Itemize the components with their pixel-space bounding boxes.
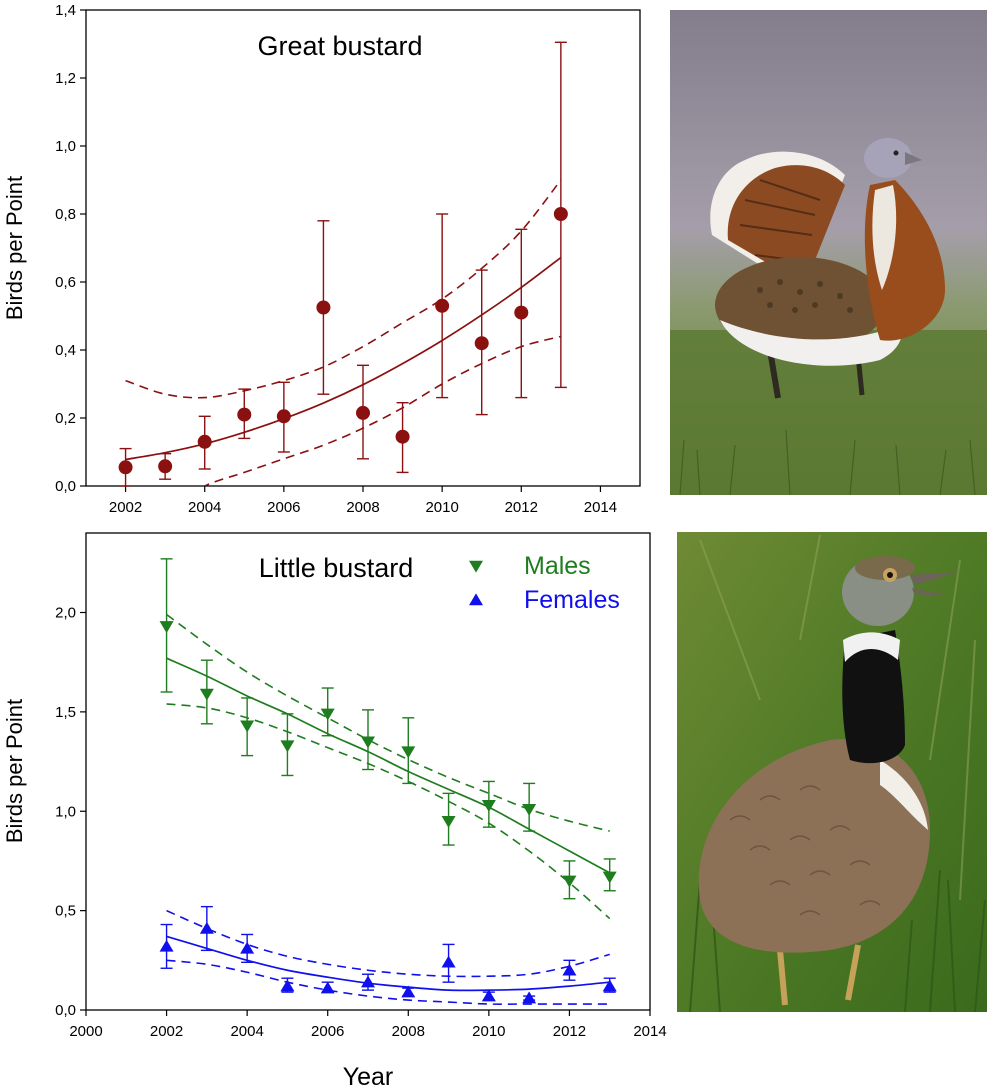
females-data-point: [280, 979, 295, 992]
trend-line: [125, 256, 562, 461]
x-tick-label: 2014: [584, 499, 617, 516]
males-data-point: [361, 736, 375, 749]
data-points: [118, 207, 568, 475]
x-tick-label: 2002: [150, 1023, 183, 1040]
confidence-band: [125, 179, 562, 486]
series-data-point: [158, 459, 173, 474]
series-data-point: [553, 207, 568, 221]
y-tick-label: 1,5: [55, 704, 76, 721]
x-tick-label: 2000: [69, 1023, 102, 1040]
series-data-point: [474, 336, 489, 351]
little-bustard-chart: Little bustard Birds per Point Year Male…: [2, 532, 667, 1091]
legend-marker-males: [469, 560, 483, 573]
error-bars: [160, 558, 616, 1001]
x-tick-label: 2008: [346, 499, 379, 516]
trend-lines: [166, 657, 611, 992]
females-ci-low-line: [166, 959, 610, 1005]
males-data-point: [522, 804, 537, 816]
x-tick-label: 2008: [392, 1023, 425, 1040]
females-data-point: [199, 921, 214, 934]
legend-marker-females: [469, 593, 483, 606]
females-data-point: [361, 975, 375, 988]
y-tick-label: 0,6: [55, 274, 76, 291]
y-tick-label: 0,8: [55, 206, 76, 223]
y-axis-label: Birds per Point: [2, 176, 27, 320]
males-ci-low-line: [166, 703, 611, 920]
males-data-point: [280, 740, 295, 753]
series-fit-line: [125, 256, 562, 461]
legend-label-females: Females: [524, 586, 620, 614]
x-axis-label: Year: [343, 1063, 394, 1091]
females-data-point: [602, 979, 617, 992]
females-data-point: [562, 963, 577, 976]
females-fit-line: [166, 935, 610, 992]
series-data-point: [316, 300, 331, 315]
series-data-point: [514, 305, 529, 320]
chart-title: Great bustard: [257, 31, 422, 61]
little-bustard-photo: [677, 532, 987, 1013]
x-tick-label: 2012: [553, 1023, 586, 1040]
axes: 2000 2002 2004 2006 2008 2010 2012 2014 0,0 0,5 1,…: [55, 605, 667, 1041]
females-data-point: [401, 985, 416, 998]
y-tick-label: 1,2: [55, 70, 76, 87]
series-ci-low-line: [202, 335, 562, 486]
males-ci-high-line: [166, 613, 610, 832]
y-tick-label: 1,0: [55, 138, 76, 155]
males-data-point: [401, 746, 416, 759]
females-data-point: [320, 981, 335, 994]
y-axis-label: Birds per Point: [2, 699, 27, 843]
great-bustard-photo: [670, 10, 987, 496]
males-data-point: [320, 708, 335, 721]
females-data-point: [441, 955, 456, 968]
data-points: [159, 621, 617, 1004]
error-bars: [119, 41, 567, 487]
males-data-point: [481, 800, 496, 812]
x-tick-label: 2004: [188, 499, 221, 516]
males-data-point: [602, 871, 617, 884]
plot-frame: [85, 532, 651, 1011]
y-tick-label: 1,4: [55, 2, 76, 19]
females-data-point: [481, 989, 496, 1002]
series-data-point: [118, 460, 133, 475]
series-ci-high-line: [125, 179, 562, 399]
series-data-point: [237, 407, 252, 422]
males-fit-line: [166, 657, 611, 874]
y-tick-label: 1,0: [55, 803, 76, 820]
males-data-point: [441, 815, 456, 828]
y-tick-label: 0,5: [55, 903, 76, 920]
males-data-point: [240, 720, 255, 733]
series-data-point: [356, 405, 370, 420]
y-tick-label: 0,2: [55, 410, 76, 427]
series-data-point: [276, 409, 291, 424]
x-tick-label: 2006: [311, 1023, 344, 1040]
females-data-point: [159, 939, 174, 952]
x-tick-label: 2002: [109, 499, 142, 516]
chart-title: Little bustard: [259, 553, 414, 583]
males-data-point: [159, 621, 174, 634]
males-data-point: [199, 688, 214, 701]
y-tick-label: 2,0: [55, 605, 76, 622]
legend: Males Females: [469, 552, 620, 614]
x-tick-label: 2010: [425, 499, 458, 516]
x-tick-label: 2004: [230, 1023, 263, 1040]
series-data-point: [197, 434, 212, 449]
series-data-point: [395, 429, 410, 444]
confidence-bands: [166, 613, 611, 1005]
y-tick-label: 0,0: [55, 478, 76, 495]
females-data-point: [240, 941, 255, 954]
females-data-point: [522, 991, 537, 1004]
axes: 2002 2004 2006 2008 2010 2012 2014 0,0 0,2 0,4 0,6…: [55, 2, 617, 516]
series-data-point: [435, 298, 450, 313]
females-ci-high-line: [166, 909, 610, 978]
y-tick-label: 0,4: [55, 342, 76, 359]
x-tick-label: 2006: [267, 499, 300, 516]
y-tick-label: 0,0: [55, 1002, 76, 1019]
legend-label-males: Males: [524, 552, 591, 580]
x-tick-label: 2014: [633, 1023, 666, 1040]
x-tick-label: 2010: [472, 1023, 505, 1040]
males-data-point: [562, 875, 577, 888]
x-tick-label: 2012: [505, 499, 538, 516]
great-bustard-chart: Great bustard Birds per Point 2002 2004 20…: [2, 2, 641, 516]
